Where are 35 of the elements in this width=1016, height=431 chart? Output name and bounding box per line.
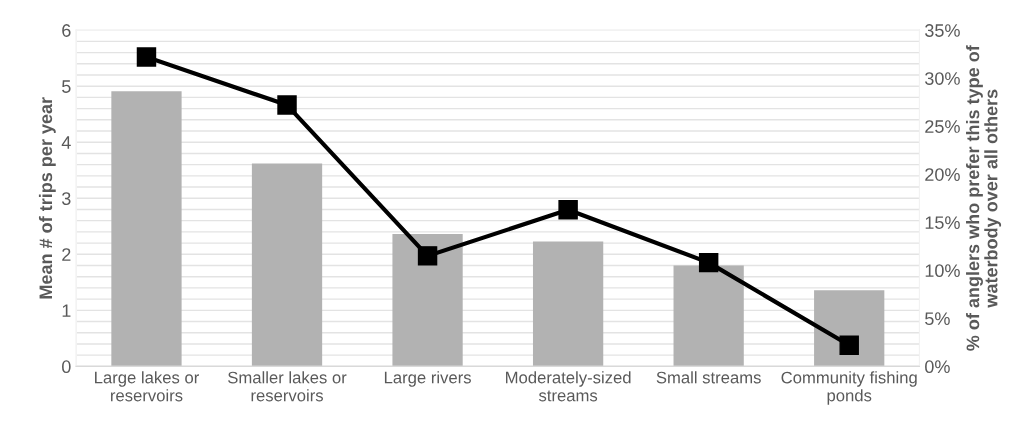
y-tick-label: 0 [62,360,71,374]
x-tick-label: Moderately-sized streams [506,371,631,402]
point [558,200,578,220]
bar [111,91,182,367]
y2-tick-label: 35% [925,24,960,37]
point [136,47,157,67]
y2-tick-label: 0% [925,360,950,374]
bar [673,265,744,367]
y2-tick-label: 30% [925,72,960,85]
x-tick-label: Small streams [656,371,761,384]
y-tick-label: 6 [62,24,71,37]
y2-tick-label: 10% [925,264,960,278]
bar [392,234,463,367]
x-tick-label: Smaller lakes or reservoirs [228,371,347,402]
y-axis-title: Mean # of trips per year [38,97,56,299]
y2-tick-label: 15% [925,216,960,229]
y-tick-label: 5 [62,80,71,93]
y-tick-label: 4 [61,136,71,149]
y2-tick-label: 5% [925,312,950,326]
bar [814,290,885,367]
y-tick-label: 1 [62,304,71,317]
point [839,335,859,355]
point [417,246,438,266]
x-tick-label: Large rivers [384,371,471,387]
y2-tick-label: 20% [925,168,960,181]
point [277,95,297,115]
point [698,252,719,273]
x-tick-label: Community fishing ponds [781,371,917,405]
y2-axis-title: % of anglers who prefer this type of waterbody over all others [966,45,1002,351]
y-tick-label: 3 [61,192,71,205]
bar [532,241,604,367]
y-tick-label: 2 [62,248,71,261]
bar [251,163,323,367]
x-tick-label: Large lakes or reservoirs [95,371,200,402]
y2-tick-label: 25% [925,120,960,133]
